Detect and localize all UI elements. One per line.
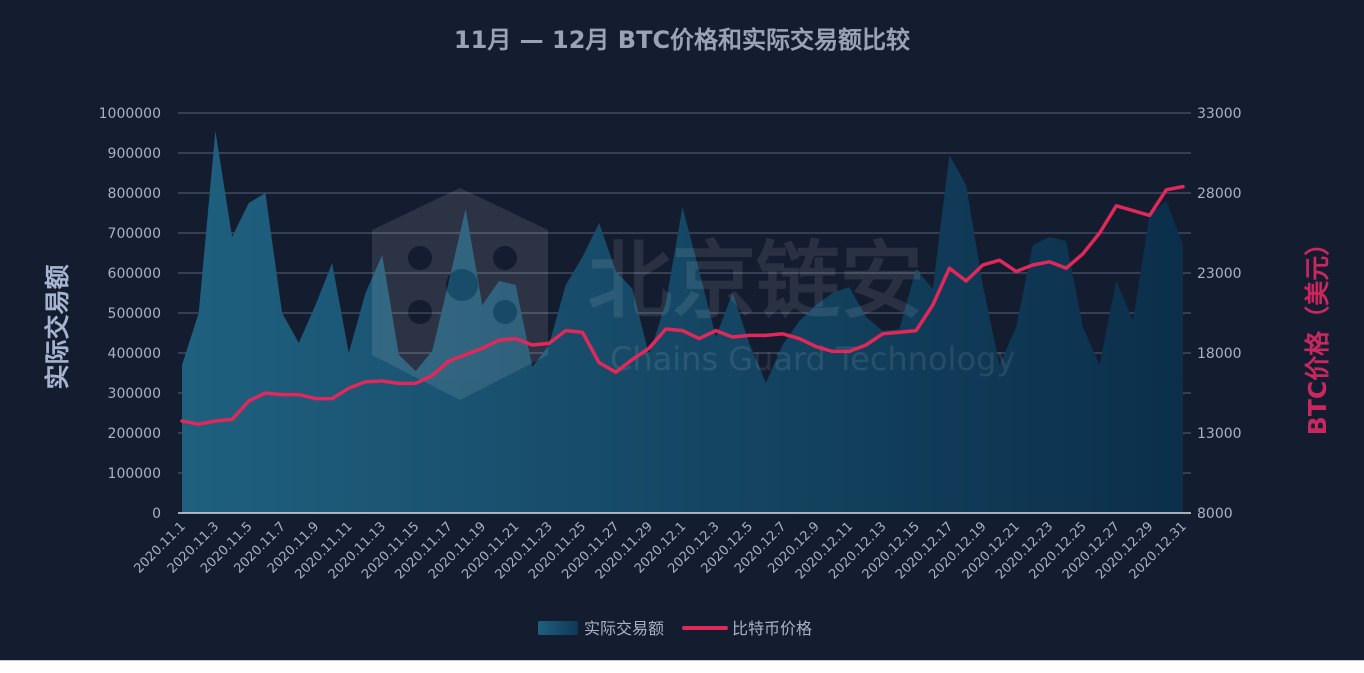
y-right-tick-label: 18000	[1197, 346, 1242, 362]
y-left-tick-label: 600000	[108, 266, 161, 282]
y-left-tick-label: 800000	[108, 186, 161, 202]
volume-area-layer	[182, 131, 1183, 513]
legend-swatch-volume	[538, 621, 578, 635]
y-left-tick-label: 700000	[108, 226, 161, 242]
y-axis-left-label: 实际交易额	[43, 264, 72, 389]
y-left-tick-label: 100000	[108, 466, 161, 482]
y-right-tick-label: 23000	[1197, 266, 1242, 282]
y-left-tick-label: 500000	[108, 306, 161, 322]
y-right-tick-label: 28000	[1197, 186, 1242, 202]
watermark-logo	[372, 188, 548, 400]
y-right-tick-label: 13000	[1197, 426, 1242, 442]
legend-label-price: 比特币价格	[732, 619, 812, 638]
watermark-name-cn: 北京链安	[588, 232, 924, 330]
y-left-tick-label: 300000	[108, 386, 161, 402]
y-left-tick-label: 1000000	[99, 106, 161, 122]
y-left-tick-label: 400000	[108, 346, 161, 362]
price-line	[180, 184, 1185, 426]
legend: 实际交易额 比特币价格	[538, 619, 812, 638]
y-left-tick-label: 200000	[108, 426, 161, 442]
volume-area	[182, 131, 1183, 513]
y-left-tick-label: 900000	[108, 146, 161, 162]
y-left-tick-label: 0	[152, 506, 161, 522]
y-axis-right-label: BTC价格（美元）	[1303, 231, 1332, 435]
chart-title: 11月 — 12月 BTC价格和实际交易额比较	[454, 26, 910, 54]
y-right-tick-label: 33000	[1197, 106, 1242, 122]
y-right-tick-label: 8000	[1197, 506, 1233, 522]
legend-label-volume: 实际交易额	[584, 619, 664, 638]
price-line-layer	[180, 184, 1185, 426]
